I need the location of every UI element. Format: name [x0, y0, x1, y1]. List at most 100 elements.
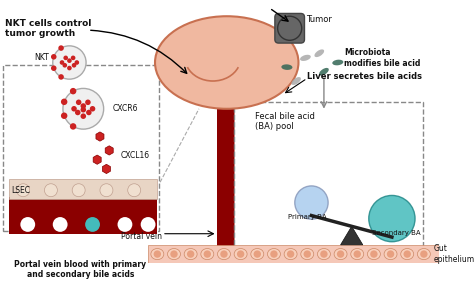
Ellipse shape — [286, 31, 293, 38]
Circle shape — [254, 250, 261, 258]
Circle shape — [71, 106, 77, 112]
Text: NKT cells control
tumor growth: NKT cells control tumor growth — [5, 19, 91, 38]
Circle shape — [303, 250, 311, 258]
Circle shape — [278, 16, 302, 40]
Circle shape — [61, 113, 67, 119]
Circle shape — [60, 60, 64, 65]
Circle shape — [67, 58, 72, 63]
Circle shape — [81, 113, 86, 119]
Circle shape — [100, 184, 113, 197]
Circle shape — [85, 217, 100, 232]
Ellipse shape — [291, 20, 298, 27]
Text: Microbiota
modifies bile acid: Microbiota modifies bile acid — [344, 48, 420, 68]
Circle shape — [141, 217, 155, 232]
Ellipse shape — [282, 20, 289, 27]
Circle shape — [63, 63, 67, 68]
Circle shape — [154, 250, 161, 258]
Ellipse shape — [332, 60, 343, 66]
FancyBboxPatch shape — [3, 65, 159, 231]
Circle shape — [187, 250, 194, 258]
Bar — [218, 72, 238, 252]
Ellipse shape — [300, 54, 310, 61]
Circle shape — [403, 250, 411, 258]
Text: CXCL16: CXCL16 — [120, 151, 149, 160]
Ellipse shape — [418, 248, 430, 260]
Circle shape — [58, 74, 64, 80]
Circle shape — [72, 184, 85, 197]
Bar — [9, 197, 157, 234]
Circle shape — [128, 184, 141, 197]
Text: NKT: NKT — [34, 53, 49, 62]
Circle shape — [81, 107, 86, 113]
Text: Secondary BA: Secondary BA — [372, 230, 421, 236]
Ellipse shape — [291, 77, 301, 85]
Circle shape — [64, 56, 68, 60]
Circle shape — [337, 250, 344, 258]
Circle shape — [75, 110, 81, 115]
Circle shape — [71, 56, 75, 60]
Ellipse shape — [314, 50, 324, 57]
Circle shape — [58, 45, 64, 51]
Circle shape — [270, 250, 278, 258]
Ellipse shape — [319, 68, 328, 76]
Ellipse shape — [292, 25, 300, 32]
Circle shape — [67, 66, 72, 70]
Ellipse shape — [291, 29, 298, 37]
Circle shape — [70, 88, 76, 94]
Ellipse shape — [201, 248, 214, 260]
Text: Portal vein: Portal vein — [121, 232, 162, 241]
Circle shape — [220, 250, 228, 258]
Circle shape — [237, 250, 244, 258]
Ellipse shape — [282, 29, 289, 37]
Circle shape — [354, 250, 361, 258]
Ellipse shape — [234, 248, 247, 260]
Circle shape — [63, 89, 104, 129]
Ellipse shape — [280, 25, 287, 32]
Circle shape — [20, 217, 35, 232]
Ellipse shape — [351, 248, 364, 260]
Ellipse shape — [184, 248, 197, 260]
Ellipse shape — [167, 248, 181, 260]
Circle shape — [53, 46, 86, 79]
Circle shape — [70, 123, 76, 130]
Ellipse shape — [267, 248, 281, 260]
Text: Gut
epithelium: Gut epithelium — [433, 244, 474, 264]
Circle shape — [170, 250, 178, 258]
Text: LSEC: LSEC — [11, 186, 30, 195]
Ellipse shape — [155, 16, 299, 109]
Text: Primary BA: Primary BA — [288, 214, 326, 220]
Circle shape — [85, 100, 91, 105]
Ellipse shape — [367, 248, 380, 260]
Circle shape — [72, 63, 76, 68]
Circle shape — [295, 186, 328, 219]
Text: Liver secretes bile acids: Liver secretes bile acids — [307, 72, 422, 81]
Bar — [9, 179, 157, 199]
FancyBboxPatch shape — [234, 102, 423, 250]
Ellipse shape — [282, 63, 292, 71]
Circle shape — [86, 110, 91, 115]
Ellipse shape — [251, 248, 264, 260]
Circle shape — [53, 217, 68, 232]
Text: Tumor: Tumor — [306, 14, 332, 23]
Text: Portal vein blood with primary
and secondary bile acids: Portal vein blood with primary and secon… — [14, 260, 146, 279]
Ellipse shape — [401, 248, 414, 260]
Circle shape — [90, 106, 95, 112]
Circle shape — [81, 103, 86, 109]
Ellipse shape — [151, 248, 164, 260]
Circle shape — [204, 250, 211, 258]
Circle shape — [45, 184, 57, 197]
Text: CXCR6: CXCR6 — [113, 104, 138, 113]
Circle shape — [51, 54, 56, 60]
Circle shape — [118, 217, 132, 232]
Ellipse shape — [334, 248, 347, 260]
Circle shape — [369, 195, 415, 242]
Polygon shape — [341, 226, 363, 245]
Text: Fecal bile acid
(BA) pool: Fecal bile acid (BA) pool — [255, 112, 314, 131]
Circle shape — [370, 250, 378, 258]
Ellipse shape — [384, 248, 397, 260]
Ellipse shape — [286, 18, 293, 25]
Ellipse shape — [318, 248, 330, 260]
Ellipse shape — [284, 248, 297, 260]
Circle shape — [17, 184, 29, 197]
Bar — [148, 245, 438, 263]
